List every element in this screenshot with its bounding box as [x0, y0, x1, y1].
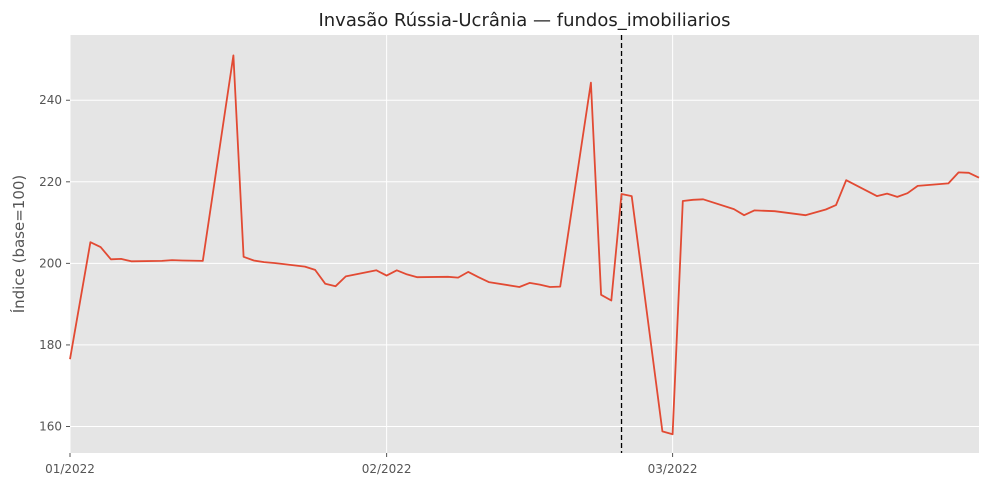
y-tick-label: 200	[39, 256, 62, 270]
series-line	[69, 54, 980, 436]
y-tick-label: 160	[39, 419, 62, 433]
chart-title: Invasão Rússia-Ucrânia — fundos_imobilia…	[318, 10, 730, 31]
y-tick-label: 220	[39, 175, 62, 189]
plot-area	[70, 35, 979, 453]
axis-ticks: 160 180 200 220 240 01/2022 02/2022 03/2022	[39, 93, 697, 476]
grid-lines	[69, 35, 979, 453]
y-tick-label: 240	[39, 93, 62, 107]
x-tick-label: 03/2022	[648, 462, 698, 476]
y-tick-label: 180	[39, 338, 62, 352]
y-axis-label: Índice (base=100)	[9, 175, 28, 314]
x-tick-label: 02/2022	[362, 462, 412, 476]
x-tick-label: 01/2022	[45, 462, 95, 476]
